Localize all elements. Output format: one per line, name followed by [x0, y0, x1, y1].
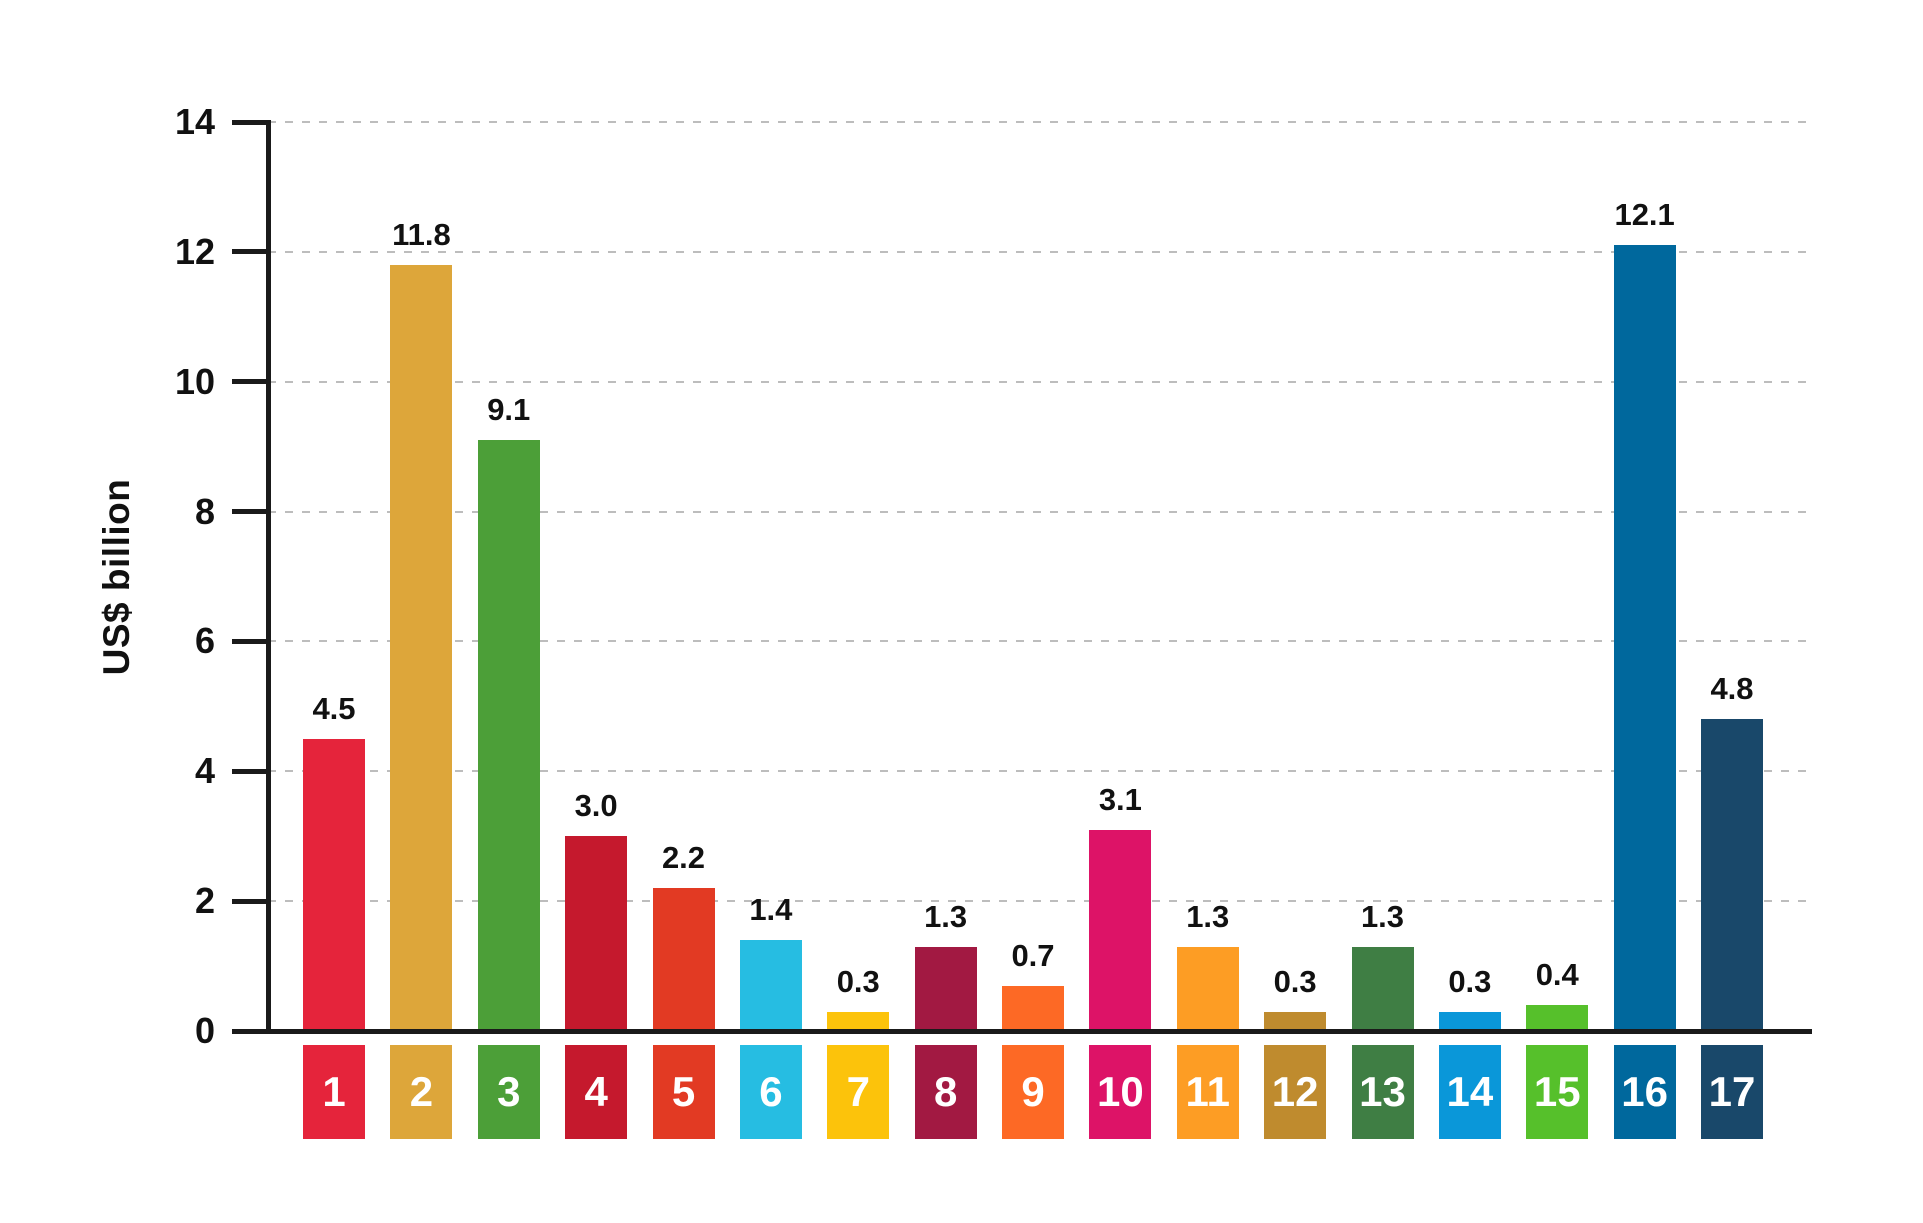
gridline-8 [268, 510, 1812, 513]
bar-value-label: 2.2 [661, 840, 706, 876]
bar-value-label: 12.1 [1614, 197, 1675, 233]
bar-value-label: 0.3 [1273, 963, 1317, 999]
y-tick-mark-2 [232, 898, 268, 904]
category-label-17: 17 [1701, 1045, 1763, 1139]
y-tick-mark-8 [232, 509, 268, 515]
category-label-8: 8 [914, 1045, 977, 1139]
bar-7 [827, 1011, 890, 1031]
gridline-12 [268, 250, 1812, 253]
category-label-12: 12 [1264, 1045, 1327, 1139]
bar-value-label: 4.5 [312, 690, 356, 726]
bar-value-label: 1.3 [924, 898, 968, 934]
y-tick-label: 8 [194, 490, 215, 532]
category-label-4: 4 [565, 1045, 628, 1139]
category-label-7: 7 [827, 1045, 890, 1139]
gridline-10 [268, 380, 1812, 383]
bar-1 [303, 738, 365, 1031]
y-axis-line [265, 120, 271, 1034]
bar-value-label: 1.4 [749, 892, 793, 928]
bar-value-label: 1.3 [1186, 898, 1230, 934]
category-label-16: 16 [1613, 1045, 1676, 1139]
category-label-6: 6 [739, 1045, 802, 1139]
category-label-15: 15 [1526, 1045, 1589, 1139]
bar-12 [1264, 1011, 1327, 1031]
bar-8 [914, 946, 977, 1031]
category-label-14: 14 [1438, 1045, 1501, 1139]
y-tick-label: 14 [174, 101, 215, 142]
bar-3 [477, 440, 540, 1031]
gridline-4 [268, 770, 1812, 773]
bar-value-label: 11.8 [392, 216, 451, 252]
bar-17 [1701, 719, 1763, 1031]
y-tick-mark-4 [232, 768, 268, 774]
bar-5 [652, 888, 715, 1031]
y-axis-title: US$ billion [96, 478, 137, 676]
y-tick-mark-14 [232, 119, 268, 125]
bar-value-label: 0.3 [836, 963, 880, 999]
bar-value-label: 0.7 [1011, 937, 1055, 973]
y-tick-label: 12 [174, 230, 215, 272]
y-tick-mark-10 [232, 379, 268, 385]
y-tick-label: 10 [174, 360, 215, 402]
bar-4 [565, 836, 628, 1031]
y-tick-mark-12 [232, 249, 268, 255]
category-label-2: 2 [390, 1045, 453, 1139]
y-tick-label: 0 [194, 1010, 215, 1051]
bar-value-label: 3.0 [574, 788, 618, 824]
gridline-14 [268, 121, 1812, 123]
bar-value-label: 9.1 [487, 392, 531, 428]
bar-11 [1176, 946, 1239, 1031]
gridline-2 [268, 900, 1812, 903]
y-tick-label: 6 [194, 620, 215, 662]
bar-value-label: 1.3 [1360, 898, 1405, 934]
bar-13 [1351, 946, 1414, 1031]
bar-9 [1002, 985, 1064, 1031]
bar-14 [1438, 1011, 1501, 1031]
category-label-5: 5 [652, 1045, 715, 1139]
gridline-6 [268, 640, 1812, 643]
bar-value-label: 0.4 [1535, 957, 1579, 993]
category-label-9: 9 [1002, 1045, 1064, 1139]
y-tick-mark-6 [232, 638, 268, 644]
bar-value-label: 3.1 [1098, 781, 1142, 817]
bar-10 [1089, 829, 1152, 1031]
x-axis-line [232, 1028, 1812, 1034]
bar-16 [1613, 245, 1676, 1031]
category-label-3: 3 [477, 1045, 540, 1139]
category-label-1: 1 [303, 1045, 365, 1139]
category-label-13: 13 [1351, 1045, 1414, 1139]
category-label-11: 11 [1176, 1045, 1239, 1139]
bar-6 [739, 940, 802, 1031]
y-tick-label: 2 [194, 880, 215, 922]
category-label-10: 10 [1089, 1045, 1152, 1139]
y-tick-label: 4 [194, 750, 215, 792]
bar-15 [1526, 1005, 1589, 1031]
bar-value-label: 4.8 [1710, 671, 1754, 707]
bar-value-label: 0.3 [1448, 963, 1492, 999]
bar-2 [390, 264, 453, 1031]
